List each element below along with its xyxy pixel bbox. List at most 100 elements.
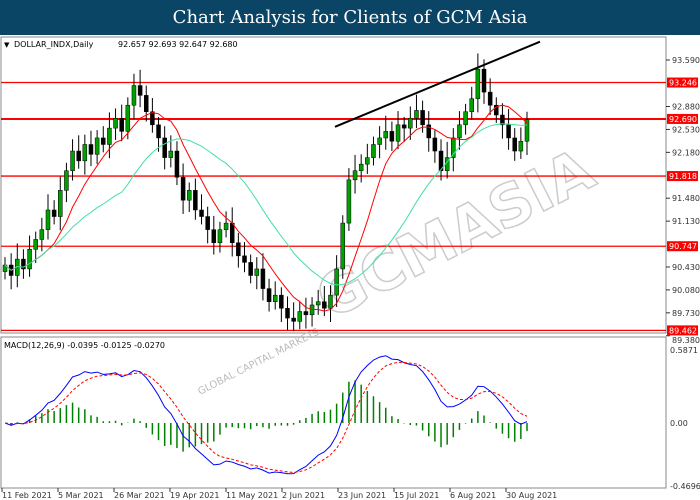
candle-body — [217, 229, 223, 243]
candle-body — [365, 157, 370, 165]
candle-body — [512, 137, 517, 152]
x-tick-label: 2 Jun 2021 — [282, 491, 325, 500]
candle-body — [137, 85, 143, 96]
candle-body — [260, 268, 266, 289]
candle-body — [524, 119, 530, 142]
candle-body — [94, 137, 100, 155]
level-badge — [667, 171, 698, 182]
level-badge — [667, 325, 698, 336]
candle-body — [279, 294, 284, 309]
candle-body — [119, 118, 124, 132]
candle-body — [205, 216, 210, 230]
candle-body — [438, 150, 444, 171]
candle-body — [88, 144, 94, 155]
macd-tick-label: 0.5871 — [670, 346, 698, 355]
x-tick-label: 11 May 2021 — [226, 491, 278, 500]
candle-body — [70, 150, 75, 171]
macd-tick-label: -0.4696 — [670, 482, 700, 491]
candle-body — [506, 124, 511, 139]
candle-body — [266, 288, 272, 302]
macd-tick-label: 0.00 — [670, 419, 688, 428]
candle-body — [401, 124, 407, 129]
candle-body — [285, 307, 290, 319]
candle-body — [156, 124, 161, 139]
candle-body — [229, 222, 235, 243]
y-tick-label: 91.130 — [672, 217, 700, 226]
x-tick-label: 11 Feb 2021 — [2, 491, 52, 500]
x-tick-label: 23 Jun 2021 — [338, 491, 386, 500]
candle-body — [180, 176, 186, 201]
macd-pane — [0, 336, 667, 489]
level-label: 93.246 — [669, 79, 697, 88]
trendline — [334, 40, 541, 128]
candle-body — [340, 222, 346, 270]
candle-body — [494, 104, 499, 116]
candle-body — [33, 239, 38, 250]
candle-body — [39, 229, 45, 240]
candle-body — [518, 140, 524, 152]
candle-body — [383, 131, 389, 139]
candle-body — [174, 150, 180, 178]
candle-body — [500, 114, 505, 126]
header-title: Chart Analysis for Clients of GCM Asia — [0, 0, 700, 35]
candle-body — [469, 98, 474, 112]
dropdown-icon: ▼ — [4, 41, 10, 49]
candle-body — [389, 131, 395, 142]
level-label: 92.690 — [669, 115, 697, 124]
candle-body — [487, 91, 493, 106]
candle-body — [143, 95, 149, 112]
y-tick-label: 92.180 — [672, 148, 700, 157]
candle-body — [236, 242, 241, 257]
ma-fast-line — [4, 104, 528, 312]
x-tick-label: 6 Aug 2021 — [450, 491, 496, 500]
candle-body — [346, 179, 352, 224]
candle-body — [51, 209, 57, 217]
candle-body — [291, 317, 296, 322]
level-badge — [667, 77, 698, 88]
candle-body — [76, 150, 81, 162]
candle-body — [162, 137, 167, 158]
ohlc-label: 92.657 92.693 92.647 92.680 — [118, 40, 238, 49]
candle-body — [475, 68, 481, 99]
candle-body — [248, 262, 253, 276]
y-tick-label: 93.590 — [672, 56, 700, 65]
candle-body — [463, 111, 468, 126]
candle-body — [150, 111, 155, 126]
x-tick-label: 5 Mar 2021 — [58, 491, 104, 500]
y-tick-label: 92.880 — [672, 103, 700, 112]
y-tick-label: 89.380 — [672, 336, 700, 345]
candle-body — [21, 258, 26, 270]
candle-body — [426, 124, 431, 139]
candle-body — [223, 222, 229, 230]
macd-label: MACD(12,26,9) -0.0395 -0.0125 -0.0270 — [4, 341, 165, 350]
candle-body — [254, 268, 260, 276]
candle-body — [371, 144, 376, 158]
candle-body — [352, 170, 358, 181]
candle-body — [451, 137, 456, 158]
candle-body — [186, 190, 192, 201]
candle-body — [27, 249, 32, 270]
candle-body — [420, 110, 425, 126]
x-tick-label: 30 Aug 2021 — [506, 491, 557, 500]
candle-body — [414, 110, 419, 119]
y-tick-label: 90.080 — [672, 286, 700, 295]
candle-body — [58, 190, 63, 217]
candle-body — [242, 255, 247, 263]
signal-line — [4, 361, 528, 473]
candle-body — [45, 209, 51, 230]
candle-body — [377, 137, 382, 145]
macd-line — [4, 355, 528, 475]
candle-body — [101, 137, 106, 145]
candle-body — [334, 268, 339, 296]
symbol-label: DOLLAR_INDX,Daily — [14, 40, 94, 49]
candle-body — [107, 127, 112, 145]
x-tick-label: 15 Jul 2021 — [394, 491, 439, 500]
level-label: 89.462 — [669, 326, 697, 335]
candle-body — [113, 118, 118, 129]
x-tick-label: 26 Mar 2021 — [114, 491, 165, 500]
y-tick-label: 90.430 — [672, 263, 700, 272]
candle-body — [395, 124, 401, 142]
candle-body — [168, 150, 174, 158]
y-tick-label: 89.730 — [672, 309, 700, 318]
